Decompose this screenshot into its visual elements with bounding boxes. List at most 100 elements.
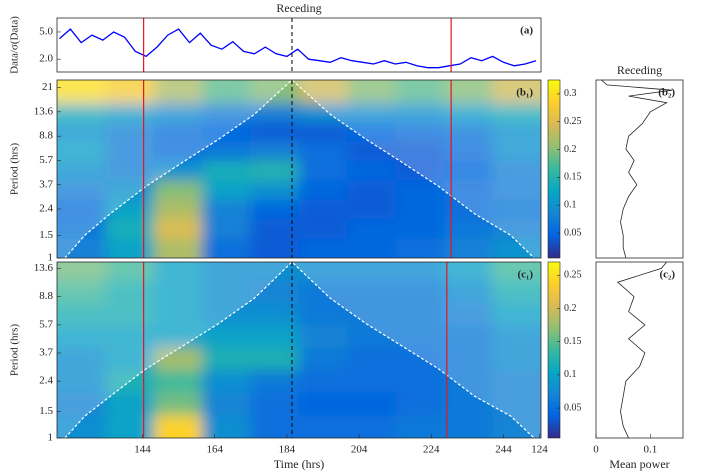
time-series	[59, 28, 537, 69]
heatmap-cell	[105, 140, 155, 161]
y-tick-label: 1	[48, 252, 54, 264]
colorbar-tick-label: 0.05	[564, 402, 582, 413]
axes-frame	[595, 261, 684, 439]
heatmap-cell	[347, 347, 397, 371]
heatmap-cell	[492, 179, 541, 200]
heatmap-cell	[298, 262, 348, 281]
heatmap-cell	[347, 140, 397, 161]
y-tick-label: 1.5	[39, 229, 53, 241]
y-tick-label: 1	[48, 432, 54, 444]
heatmap-cell	[347, 369, 397, 393]
colorbar-tick-label: 0.3	[564, 88, 577, 99]
heatmap-cell	[347, 238, 397, 258]
heatmap-cell	[395, 102, 445, 123]
y-tick-label: 5.7	[39, 318, 53, 330]
y-axis-label: Period (hrs)	[9, 324, 21, 377]
coi-line	[64, 80, 535, 258]
x-tick-label: 184	[279, 444, 296, 456]
heatmap-cell	[492, 414, 541, 438]
heatmap-cell	[153, 121, 203, 142]
heatmap-cell	[347, 324, 397, 348]
heatmap-cell	[57, 102, 106, 123]
heatmap-cell	[298, 302, 348, 326]
plot-area	[59, 18, 537, 72]
heatmap	[57, 262, 541, 438]
y-tick-label: 21	[42, 81, 53, 93]
panel-label: (c₁)	[517, 269, 533, 281]
heatmap-cell	[202, 102, 251, 123]
y-axis-label: Period (hrs)	[9, 143, 21, 196]
heatmap-cell	[347, 179, 397, 200]
axes-frame	[56, 261, 542, 439]
heatmap-cell	[202, 80, 251, 103]
heatmap-cell	[298, 238, 348, 258]
colorbar-tick-label: 0.15	[564, 336, 582, 347]
heatmap-cell	[298, 347, 348, 371]
heatmap-cell	[153, 414, 203, 438]
heatmap-cell	[250, 140, 300, 161]
heatmap-cell	[250, 324, 300, 348]
colorbar-tick-label: 0.25	[564, 116, 582, 127]
heatmap-cell	[395, 199, 445, 220]
y-tick-label: 2.0	[39, 53, 53, 65]
heatmap-cell	[298, 392, 348, 416]
heatmap-cell	[492, 369, 541, 393]
heatmap-cell	[443, 218, 493, 239]
heatmap-cell	[347, 102, 397, 123]
heatmap-cell	[443, 414, 493, 438]
heatmap-cell	[395, 121, 445, 142]
heatmap-cell	[105, 179, 155, 200]
heatmap-cell	[105, 302, 155, 326]
heatmap-cell	[105, 392, 155, 416]
heatmap-cell	[298, 324, 348, 348]
plot-area	[57, 80, 541, 258]
colorbar	[547, 261, 561, 439]
heatmap-cell	[492, 80, 541, 103]
heatmap-cell	[395, 80, 445, 103]
heatmap-cell	[105, 324, 155, 348]
heatmap-cell	[153, 160, 203, 181]
heatmap-cell	[202, 324, 251, 348]
colorbar-tick-label: 0.1	[564, 369, 577, 380]
colorbar-tick-label: 0.05	[564, 227, 582, 238]
heatmap-cell	[202, 179, 251, 200]
heatmap-cell	[105, 102, 155, 123]
heatmap-cell	[202, 279, 251, 303]
heatmap-cell	[57, 121, 106, 142]
heatmap-cell	[202, 347, 251, 371]
heatmap-cell	[395, 279, 445, 303]
heatmap-cell	[395, 140, 445, 161]
x-tick-label: 124	[531, 444, 548, 456]
heatmap-cell	[105, 80, 155, 103]
panel-label: (c₂)	[659, 269, 675, 281]
heatmap-cell	[443, 121, 493, 142]
colorbar-tick-label: 0.15	[564, 172, 582, 183]
y-tick-label: 2.4	[39, 375, 53, 387]
heatmap-cell	[443, 262, 493, 281]
y-tick-label: 5.7	[39, 154, 53, 166]
heatmap-cell	[492, 347, 541, 371]
heatmap-cell	[395, 392, 445, 416]
panel-label: (b₁)	[516, 87, 533, 99]
heatmap-cell	[443, 279, 493, 303]
heatmap-cell	[443, 179, 493, 200]
heatmap-cell	[153, 302, 203, 326]
heatmap-cell	[347, 160, 397, 181]
heatmap-cell	[202, 160, 251, 181]
heatmap-cell	[105, 218, 155, 239]
heatmap-cell	[57, 369, 106, 393]
heatmap-cell	[153, 80, 203, 103]
heatmap-cell	[202, 199, 251, 220]
heatmap-cell	[492, 302, 541, 326]
panel-title: Receding	[276, 1, 321, 15]
heatmap-cell	[57, 302, 106, 326]
heatmap-cell	[105, 279, 155, 303]
heatmap-cell	[347, 80, 397, 103]
heatmap-cell	[298, 179, 348, 200]
heatmap-cell	[57, 414, 106, 438]
axes-frame	[56, 17, 542, 73]
heatmap-cell	[57, 160, 106, 181]
heatmap-cell	[57, 140, 106, 161]
